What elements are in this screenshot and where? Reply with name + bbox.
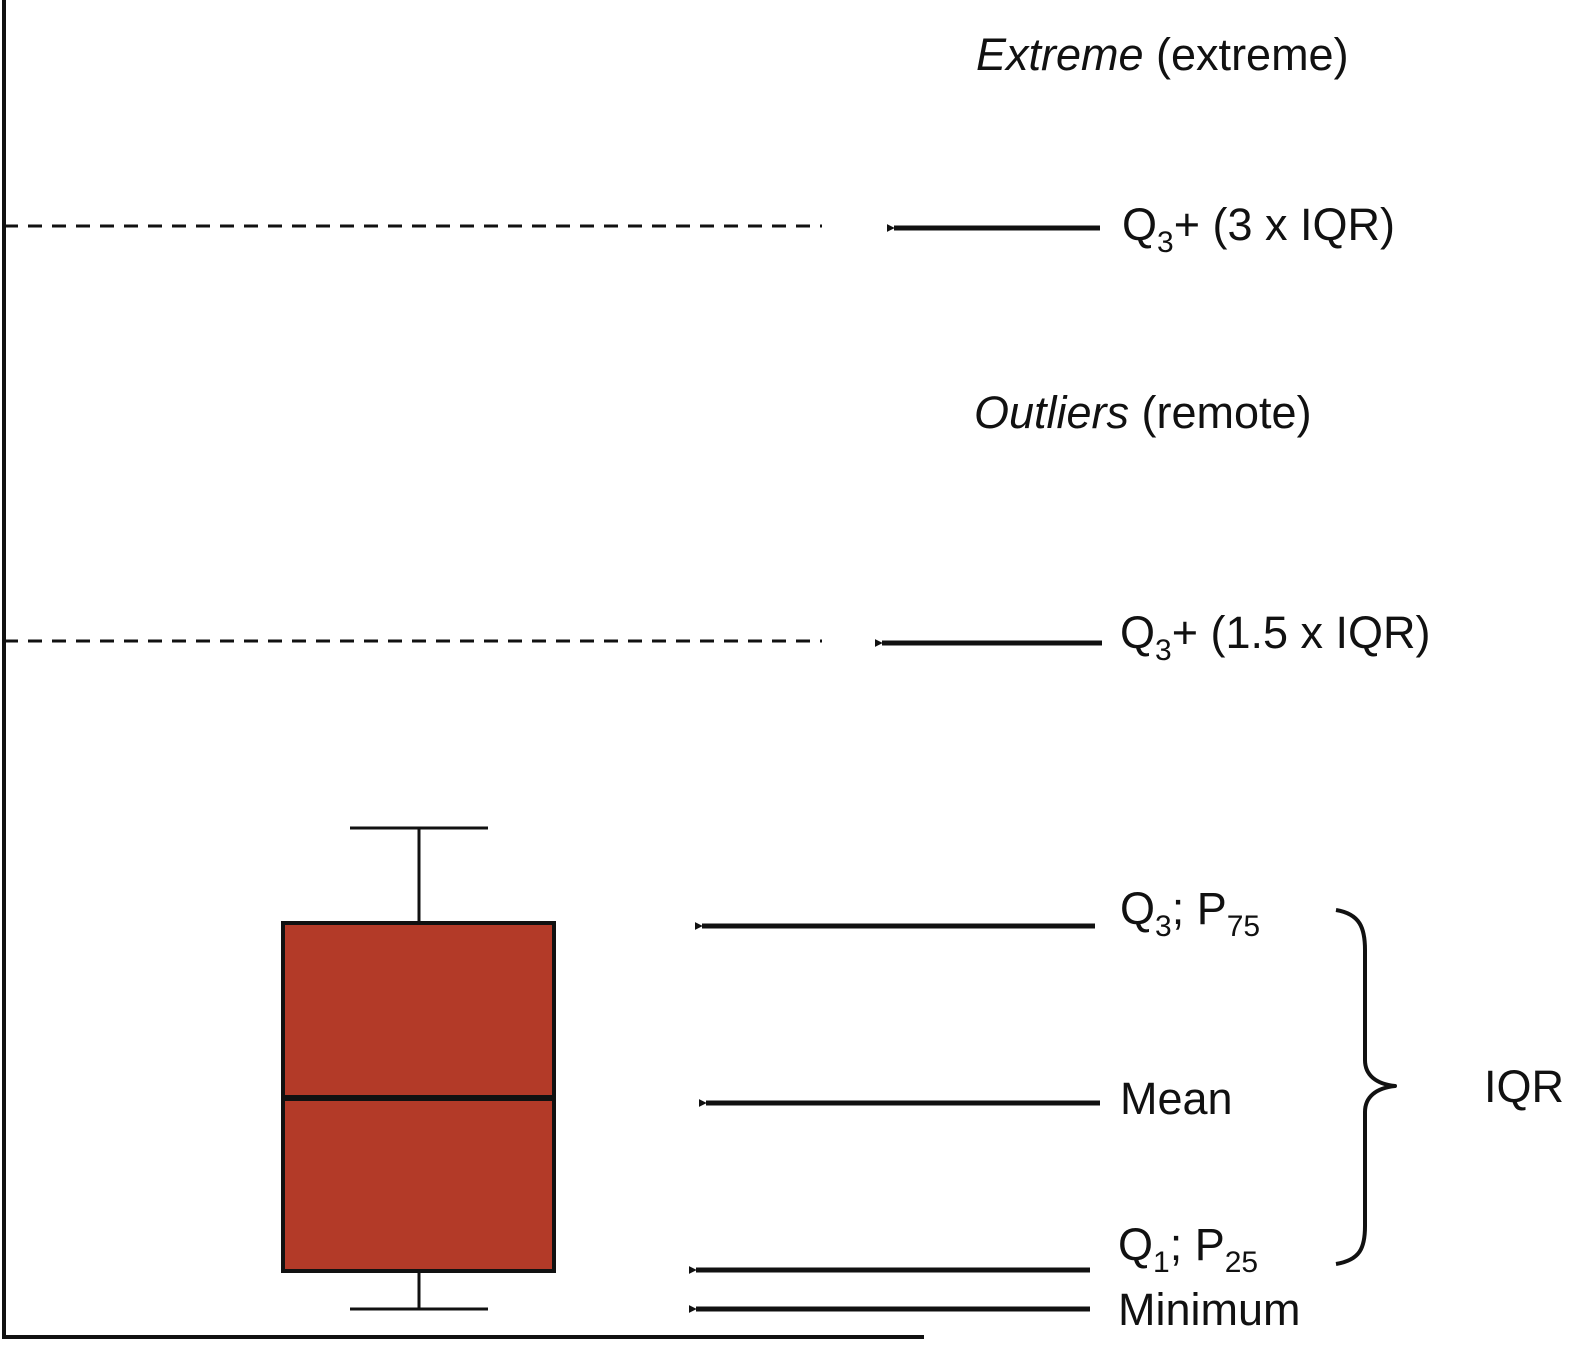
q3-p75-label: Q3; P75	[1120, 883, 1260, 943]
iqr-brace	[1335, 908, 1397, 1266]
mean-label: Mean	[1120, 1073, 1233, 1124]
outliers-label: Outliers (remote)	[974, 387, 1312, 438]
q3-3iqr-label: Q3+ (3 x IQR)	[1122, 199, 1395, 259]
q1-p25-label: Q1; P25	[1118, 1219, 1258, 1279]
extreme-label: Extreme (extreme)	[976, 29, 1349, 80]
iqr-label: IQR	[1484, 1061, 1564, 1112]
q3-15iqr-label: Q3+ (1.5 x IQR)	[1120, 607, 1431, 667]
minimum-label: Minimum	[1118, 1284, 1301, 1335]
